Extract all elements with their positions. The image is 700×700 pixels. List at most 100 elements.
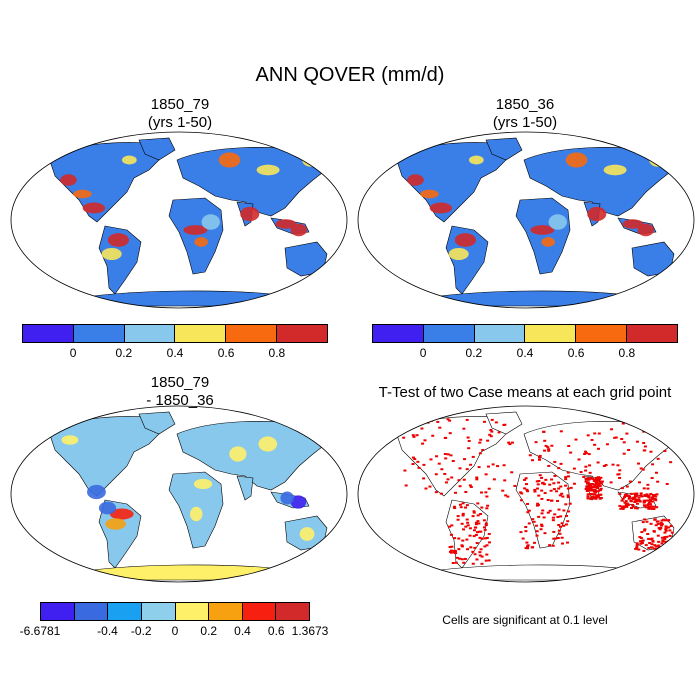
colorbar-swatch bbox=[124, 325, 176, 342]
significant-cell bbox=[625, 502, 629, 505]
significant-cell bbox=[650, 546, 654, 549]
significant-cell bbox=[602, 465, 606, 468]
significant-cell bbox=[526, 511, 530, 514]
significant-cell bbox=[584, 452, 588, 455]
significant-cell bbox=[552, 530, 556, 533]
significant-cell bbox=[528, 454, 532, 457]
significant-cell bbox=[591, 497, 595, 500]
significant-cell bbox=[443, 436, 447, 439]
significant-cell bbox=[624, 500, 628, 503]
colorbar-swatch bbox=[226, 325, 278, 342]
significant-cell bbox=[659, 522, 663, 525]
significant-cell bbox=[646, 483, 650, 486]
significant-cell bbox=[544, 444, 548, 447]
significant-cell bbox=[598, 484, 602, 487]
significant-cell bbox=[471, 550, 475, 553]
significant-cell bbox=[648, 541, 652, 544]
significant-cell bbox=[587, 453, 591, 456]
panel-title-line1: 1850_79 bbox=[150, 96, 210, 113]
significant-cell bbox=[479, 491, 483, 494]
significant-cell bbox=[643, 518, 647, 521]
significant-cell bbox=[616, 473, 620, 476]
significant-cell bbox=[661, 540, 665, 543]
value-patch bbox=[98, 501, 117, 515]
significant-cell bbox=[550, 478, 554, 481]
significant-cell bbox=[645, 495, 649, 498]
significant-cell bbox=[629, 492, 633, 495]
significant-cell bbox=[598, 497, 602, 500]
significant-cell bbox=[453, 537, 457, 540]
colorbar-tick-label: 0.8 bbox=[618, 346, 636, 360]
significant-cell bbox=[597, 447, 601, 450]
significant-cell bbox=[648, 506, 652, 509]
significant-cell bbox=[635, 546, 639, 549]
significant-cell bbox=[524, 530, 528, 533]
significant-cell bbox=[557, 487, 561, 490]
significant-cell bbox=[613, 436, 617, 439]
significant-cell bbox=[457, 537, 461, 540]
significant-cell bbox=[667, 519, 671, 522]
significant-cell bbox=[540, 525, 544, 528]
significant-cell bbox=[664, 529, 668, 532]
significant-cell bbox=[668, 529, 672, 532]
significant-cell bbox=[649, 499, 653, 502]
significant-cell bbox=[590, 438, 594, 441]
significant-cell bbox=[484, 473, 488, 476]
significant-cell bbox=[526, 544, 530, 547]
significant-cell bbox=[462, 528, 466, 531]
significant-cell bbox=[657, 527, 661, 530]
value-patch bbox=[229, 446, 247, 462]
significant-cell bbox=[551, 516, 555, 519]
significant-cell bbox=[625, 485, 629, 488]
significant-cell bbox=[671, 545, 675, 548]
significant-cell bbox=[497, 431, 501, 434]
significant-cell bbox=[541, 509, 545, 512]
significant-cell bbox=[439, 492, 443, 495]
significant-cell bbox=[589, 476, 593, 479]
significant-cell bbox=[462, 427, 466, 430]
map-case2 bbox=[357, 131, 695, 309]
significant-cell bbox=[533, 488, 537, 491]
significant-cell bbox=[437, 462, 441, 465]
colorbar-case2-labels: 0 0.2 0.4 0.6 0.8 bbox=[372, 346, 678, 362]
significant-cell bbox=[557, 481, 561, 484]
significant-cell bbox=[484, 491, 488, 494]
significant-cell bbox=[631, 503, 635, 506]
significant-cell bbox=[561, 495, 565, 498]
value-patch bbox=[201, 214, 220, 230]
value-patch bbox=[530, 225, 555, 235]
colorbar-tick-label: 0.2 bbox=[200, 624, 218, 638]
significant-cell bbox=[458, 485, 462, 488]
significant-cell bbox=[591, 493, 595, 496]
significant-cell bbox=[448, 525, 452, 528]
significant-cell bbox=[564, 478, 568, 481]
map-ttest bbox=[357, 405, 695, 583]
significant-cell bbox=[533, 490, 537, 493]
significant-cell bbox=[656, 480, 660, 483]
significant-cell bbox=[635, 507, 639, 510]
significant-cell bbox=[587, 483, 591, 486]
significant-cell bbox=[454, 561, 458, 564]
significant-cell bbox=[481, 448, 485, 451]
significant-cell bbox=[621, 497, 625, 500]
significant-cell bbox=[450, 524, 454, 527]
significant-cell bbox=[647, 501, 651, 504]
significant-cell bbox=[542, 430, 546, 433]
significant-cell bbox=[483, 528, 487, 531]
significant-cell bbox=[536, 487, 540, 490]
significant-cell bbox=[599, 487, 603, 490]
significant-cell bbox=[591, 485, 595, 488]
significant-cell bbox=[542, 483, 546, 486]
significant-cell bbox=[569, 451, 573, 454]
significant-cell bbox=[474, 521, 478, 524]
significant-cell bbox=[467, 439, 471, 442]
significant-cell bbox=[484, 524, 488, 527]
significant-cell bbox=[534, 441, 538, 444]
significant-cell bbox=[667, 526, 671, 529]
significant-cell bbox=[586, 488, 590, 491]
significant-cell bbox=[649, 450, 653, 453]
significant-cell bbox=[535, 480, 539, 483]
significant-cell bbox=[435, 455, 439, 458]
colorbar-tick-label: 0 bbox=[419, 346, 427, 360]
significant-cell bbox=[503, 479, 507, 482]
